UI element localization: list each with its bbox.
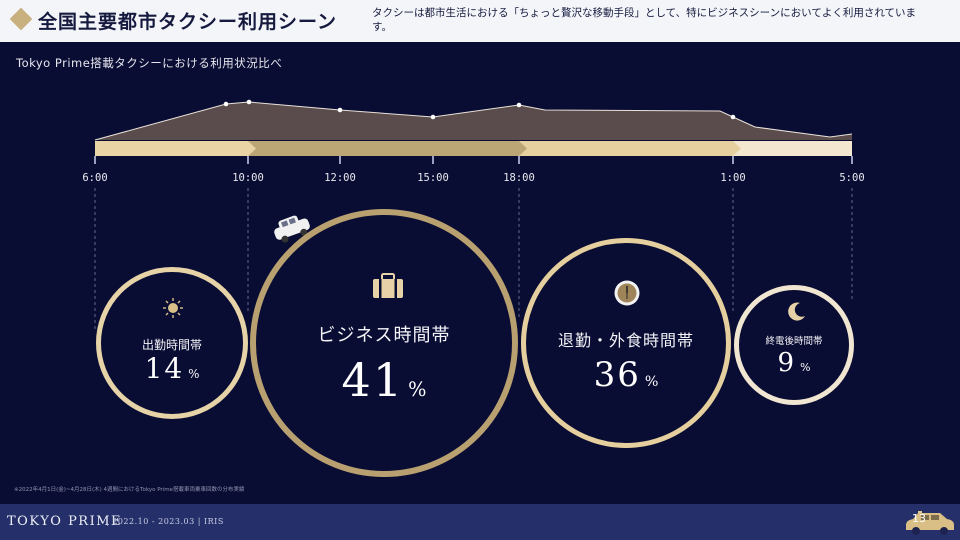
- band-arrow: [733, 141, 741, 156]
- band-business: [248, 141, 519, 156]
- data-point: [337, 107, 343, 113]
- footnote: ※2022年4月1日(金)~4月28日(木) 4週間におけるTokyo Prim…: [14, 487, 245, 493]
- tick-label: 12:00: [324, 172, 356, 184]
- scene-circle-evening: 退勤・外食時間帯 36%: [521, 238, 731, 448]
- briefcase-icon: [373, 273, 403, 298]
- data-point: [516, 102, 522, 108]
- footer-meta: | 2022.10 - 2023.03 | IRIS: [106, 517, 224, 526]
- section-subtitle: Tokyo Prime搭載タクシーにおける利用状況比べ: [16, 56, 283, 70]
- scene-circle-night: 終電後時間帯 9%: [734, 285, 854, 405]
- scene-label: 終電後時間帯: [765, 336, 823, 347]
- tick-label: 10:00: [232, 172, 264, 184]
- data-point: [730, 114, 736, 120]
- footer-bar: TOKYO PRIME | 2022.10 - 2023.03 | IRIS: [0, 504, 960, 540]
- page-title: 全国主要都市タクシー利用シーン: [38, 11, 338, 33]
- band-arrow: [519, 141, 527, 156]
- clock-icon: [614, 280, 640, 306]
- tick-label: 5:00: [839, 172, 865, 184]
- data-point: [430, 114, 436, 120]
- scene-value: 9%: [777, 348, 811, 378]
- scene-label: ビジネス時間帯: [317, 325, 451, 346]
- sun-icon: [163, 298, 183, 318]
- scene-label: 出勤時間帯: [141, 338, 202, 352]
- tick-label: 6:00: [82, 172, 108, 184]
- moon-icon: [788, 302, 805, 321]
- header-bar: 全国主要都市タクシー利用シーン タクシーは都市生活における「ちょっと贅沢な移動手…: [0, 0, 960, 42]
- band-evening: [519, 141, 733, 156]
- scene-value: 41%: [341, 353, 427, 407]
- scene-circle-business: ビジネス時間帯 41%: [250, 209, 518, 477]
- footer-brand: TOKYO PRIME: [7, 514, 123, 529]
- page-number: 13: [912, 512, 926, 525]
- tick-label: 18:00: [503, 172, 535, 184]
- band-arrow: [248, 141, 256, 156]
- tick-label: 15:00: [417, 172, 449, 184]
- tick-label: 1:00: [720, 172, 746, 184]
- scene-label: 退勤・外食時間帯: [557, 331, 694, 350]
- data-point: [246, 99, 252, 105]
- taxi-page-icon: [906, 511, 954, 535]
- scene-value: 36%: [593, 355, 659, 395]
- scene-circle-morning: 出勤時間帯 14%: [96, 267, 248, 419]
- scene-value: 14%: [144, 352, 200, 385]
- band-night: [733, 141, 852, 156]
- usage-line: [94, 101, 853, 141]
- data-point: [223, 101, 229, 107]
- usage-area: [95, 102, 852, 140]
- band-morning: [95, 141, 248, 156]
- page-description: タクシーは都市生活における「ちょっと贅沢な移動手段」として、特にビジネスシーンに…: [372, 7, 917, 33]
